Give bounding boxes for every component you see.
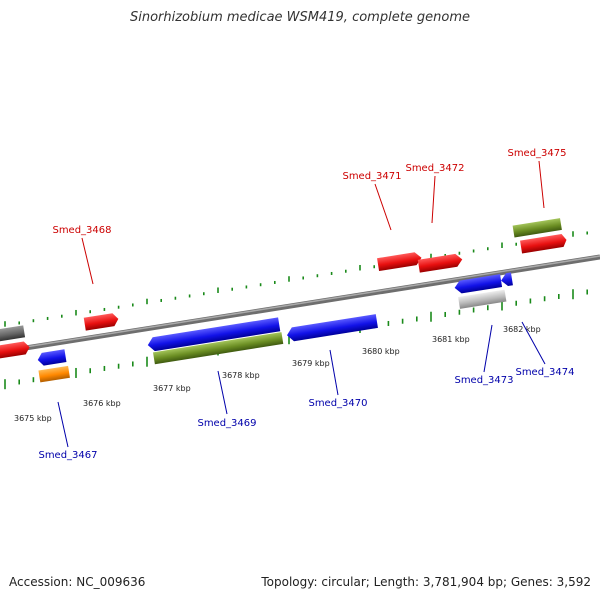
gene-smed-3474-arrow[interactable] <box>500 272 513 287</box>
tick-label-3679: 3679 kbp <box>292 359 330 368</box>
gene-label-smed-3474[interactable]: Smed_3474 <box>515 367 574 378</box>
gene-label-smed-3468[interactable]: Smed_3468 <box>52 225 111 236</box>
gene-smed-3468-arrow[interactable] <box>83 312 120 331</box>
gene-smed-3469-arrow[interactable] <box>147 317 281 352</box>
gene-smed-3471-arrow[interactable] <box>377 251 422 272</box>
leader-line-smed-3469 <box>217 370 228 415</box>
accession-text: Accession: NC_009636 <box>9 575 146 589</box>
leader-line-smed-3475 <box>538 160 545 209</box>
leader-line-smed-3474 <box>521 321 546 365</box>
gene-smed-3473-arrow[interactable] <box>454 274 503 294</box>
feature-track <box>0 218 567 383</box>
gene-smed-3475-rna[interactable] <box>512 218 562 238</box>
tick-label-3680: 3680 kbp <box>362 347 400 356</box>
tick-label-3677: 3677 kbp <box>153 384 191 393</box>
gene-smed-3467-other[interactable] <box>38 365 70 383</box>
feature-red-left <box>0 341 30 359</box>
gene-labels: Smed_3467 Smed_3468 Smed_3469 Smed_3470 Smed… <box>38 148 574 461</box>
leader-line-smed-3471 <box>374 183 392 231</box>
gene-label-smed-3471[interactable]: Smed_3471 <box>342 171 401 182</box>
tick-label-3676: 3676 kbp <box>83 399 121 408</box>
gene-smed-3467-arrow[interactable] <box>37 349 67 366</box>
gene-label-smed-3467[interactable]: Smed_3467 <box>38 450 97 461</box>
leader-line-smed-3473 <box>483 324 493 373</box>
genome-summary-text: Topology: circular; Length: 3,781,904 bp… <box>261 575 591 589</box>
feature-dark-left <box>0 325 26 342</box>
tick-label-3678: 3678 kbp <box>222 371 260 380</box>
genome-backbone <box>0 254 600 355</box>
tick-label-3681: 3681 kbp <box>432 335 470 344</box>
leader-line-smed-3470 <box>329 349 339 396</box>
leader-line-smed-3472 <box>431 175 436 224</box>
gene-label-smed-3473[interactable]: Smed_3473 <box>454 375 513 386</box>
map-title: Sinorhizobium medicae WSM419, complete g… <box>129 10 471 25</box>
gene-label-smed-3469[interactable]: Smed_3469 <box>197 418 256 429</box>
gene-label-smed-3475[interactable]: Smed_3475 <box>507 148 566 159</box>
leader-line-smed-3467 <box>57 401 69 448</box>
scale-tick-labels: 3675 kbp 3676 kbp 3677 kbp 3678 kbp 3679 kbp… <box>14 325 541 423</box>
gene-label-smed-3470[interactable]: Smed_3470 <box>308 398 367 409</box>
tick-label-3682: 3682 kbp <box>503 325 541 334</box>
gene-smed-3470-arrow[interactable] <box>286 314 378 342</box>
tick-label-3675: 3675 kbp <box>14 414 52 423</box>
gene-smed-3475-arrow[interactable] <box>520 233 567 254</box>
gene-smed-3469-rna[interactable] <box>153 332 284 365</box>
gene-label-smed-3472[interactable]: Smed_3472 <box>405 163 464 174</box>
gene-smed-3473-pseudo[interactable] <box>458 289 507 309</box>
gene-smed-3472-arrow[interactable] <box>417 253 463 273</box>
leader-line-smed-3468 <box>81 237 94 285</box>
